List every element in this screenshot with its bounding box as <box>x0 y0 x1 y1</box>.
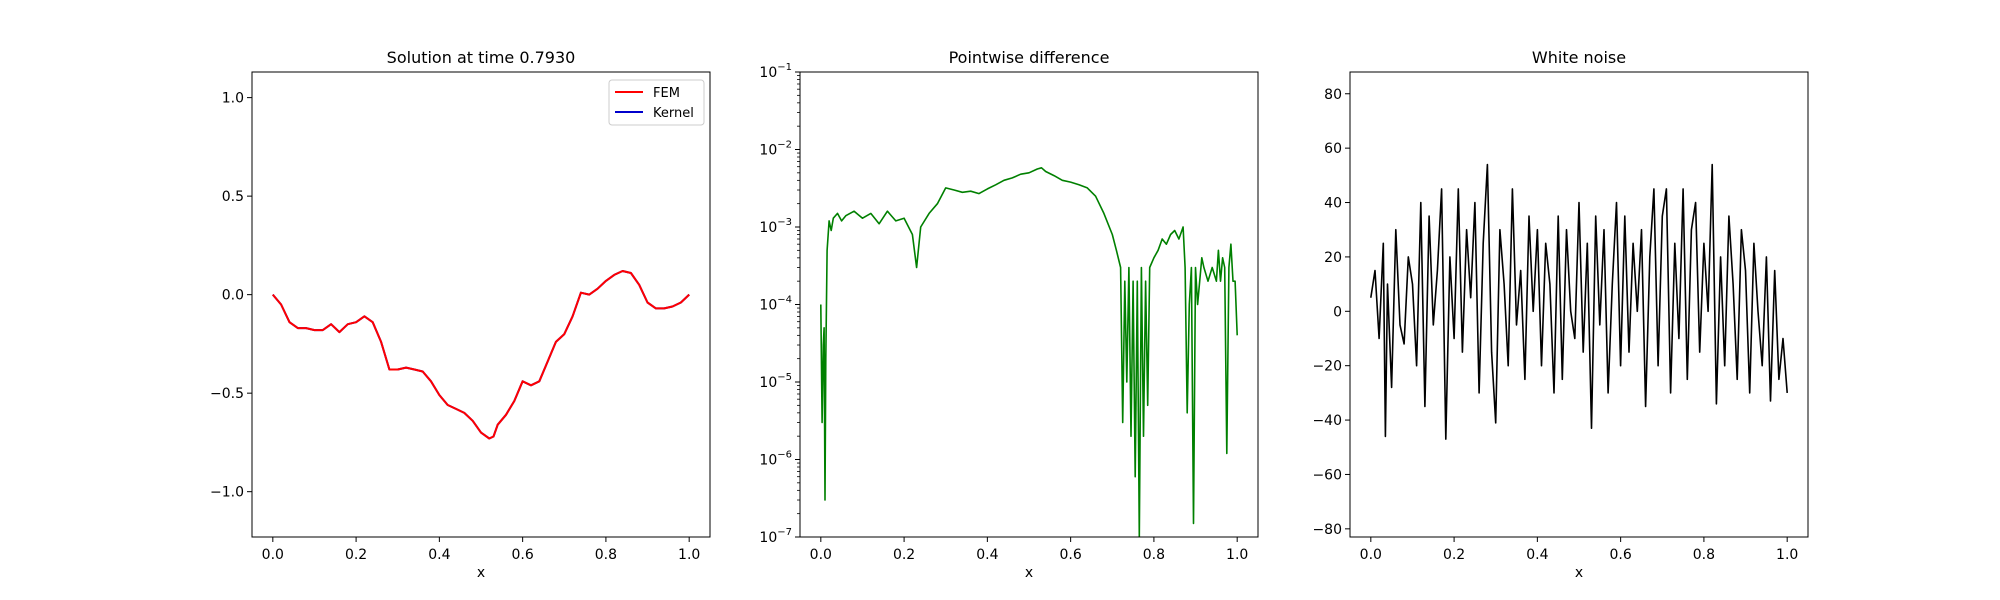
solution-x-axis-label: x <box>477 565 485 581</box>
difference-x-tick-label: 0.0 <box>810 547 832 563</box>
solution-x-tick-label: 0.0 <box>262 547 284 563</box>
noise-x-tick-label: 0.4 <box>1526 547 1548 563</box>
noise-x-tick-label: 1.0 <box>1776 547 1798 563</box>
noise-axes-frame <box>1349 71 1809 538</box>
solution-legend: FEM Kernel <box>608 79 705 126</box>
difference-y-tick-label: 10−6 <box>759 450 792 469</box>
noise-y-tick-label: −40 <box>1312 413 1342 429</box>
noise-y-tick-label: −60 <box>1312 467 1342 483</box>
solution-panel: Solution at time 0.7930 x FEM Kernel 0.0… <box>210 48 711 581</box>
difference-x-tick-label: 0.8 <box>1143 547 1165 563</box>
solution-y-tick-label: −0.5 <box>210 386 244 402</box>
series-line-fem <box>272 270 690 440</box>
difference-series-group <box>820 167 1238 537</box>
difference-y-tick-label: 10−2 <box>759 140 792 159</box>
difference-x-axis-label: x <box>1025 565 1033 581</box>
difference-x-tick-label: 0.2 <box>893 547 915 563</box>
noise-y-tick-label: 20 <box>1324 250 1342 266</box>
difference-x-tick-label: 0.6 <box>1060 547 1082 563</box>
solution-y-tick-label: 0.0 <box>222 288 244 304</box>
noise-y-tick-label: 40 <box>1324 196 1342 212</box>
solution-y-tick-label: −1.0 <box>210 485 244 501</box>
solution-x-tick-label: 0.4 <box>428 547 450 563</box>
solution-x-tick-label: 0.8 <box>595 547 617 563</box>
legend-label-kernel: Kernel <box>653 106 694 121</box>
difference-title: Pointwise difference <box>949 48 1110 67</box>
solution-x-tick-label: 0.2 <box>345 547 367 563</box>
solution-y-tick-label: 0.5 <box>222 189 244 205</box>
difference-x-tick-label: 0.4 <box>976 547 998 563</box>
noise-y-tick-label: 60 <box>1324 141 1342 157</box>
difference-y-tick-label: 10−5 <box>759 372 792 391</box>
noise-x-axis-label: x <box>1575 565 1583 581</box>
noise-x-tick-label: 0.2 <box>1443 547 1465 563</box>
noise-y-tick-label: 0 <box>1333 304 1342 320</box>
solution-series-group <box>272 270 690 440</box>
noise-y-tick-label: 80 <box>1324 87 1342 103</box>
difference-x-tick-label: 1.0 <box>1226 547 1248 563</box>
noise-x-tick-label: 0.0 <box>1360 547 1382 563</box>
noise-y-tick-label: −20 <box>1312 359 1342 375</box>
difference-y-tick-label: 10−4 <box>759 295 792 314</box>
legend-label-fem: FEM <box>653 86 680 101</box>
difference-panel: Pointwise difference x 0.0 0.2 0.4 0.6 0.8 1.… <box>759 48 1259 581</box>
noise-y-tick-label: −80 <box>1312 522 1342 538</box>
noise-series-group <box>1370 163 1788 440</box>
difference-y-tick-label: 10−7 <box>759 527 792 546</box>
solution-y-tick-label: 1.0 <box>222 91 244 107</box>
noise-x-tick-label: 0.6 <box>1610 547 1632 563</box>
noise-series-line <box>1370 163 1788 440</box>
noise-x-tick-label: 0.8 <box>1693 547 1715 563</box>
noise-title: White noise <box>1532 48 1626 67</box>
difference-y-tick-label: 10−3 <box>759 217 792 236</box>
solution-axes-frame <box>251 71 711 538</box>
difference-y-tick-label: 10−1 <box>759 62 792 81</box>
difference-series-line <box>820 167 1238 537</box>
noise-panel: White noise x 0.0 0.2 0.4 0.6 0.8 1.0 −80 −60 −4… <box>1312 48 1809 581</box>
solution-title: Solution at time 0.7930 <box>387 48 576 67</box>
solution-x-tick-label: 1.0 <box>678 547 700 563</box>
solution-x-tick-label: 0.6 <box>512 547 534 563</box>
